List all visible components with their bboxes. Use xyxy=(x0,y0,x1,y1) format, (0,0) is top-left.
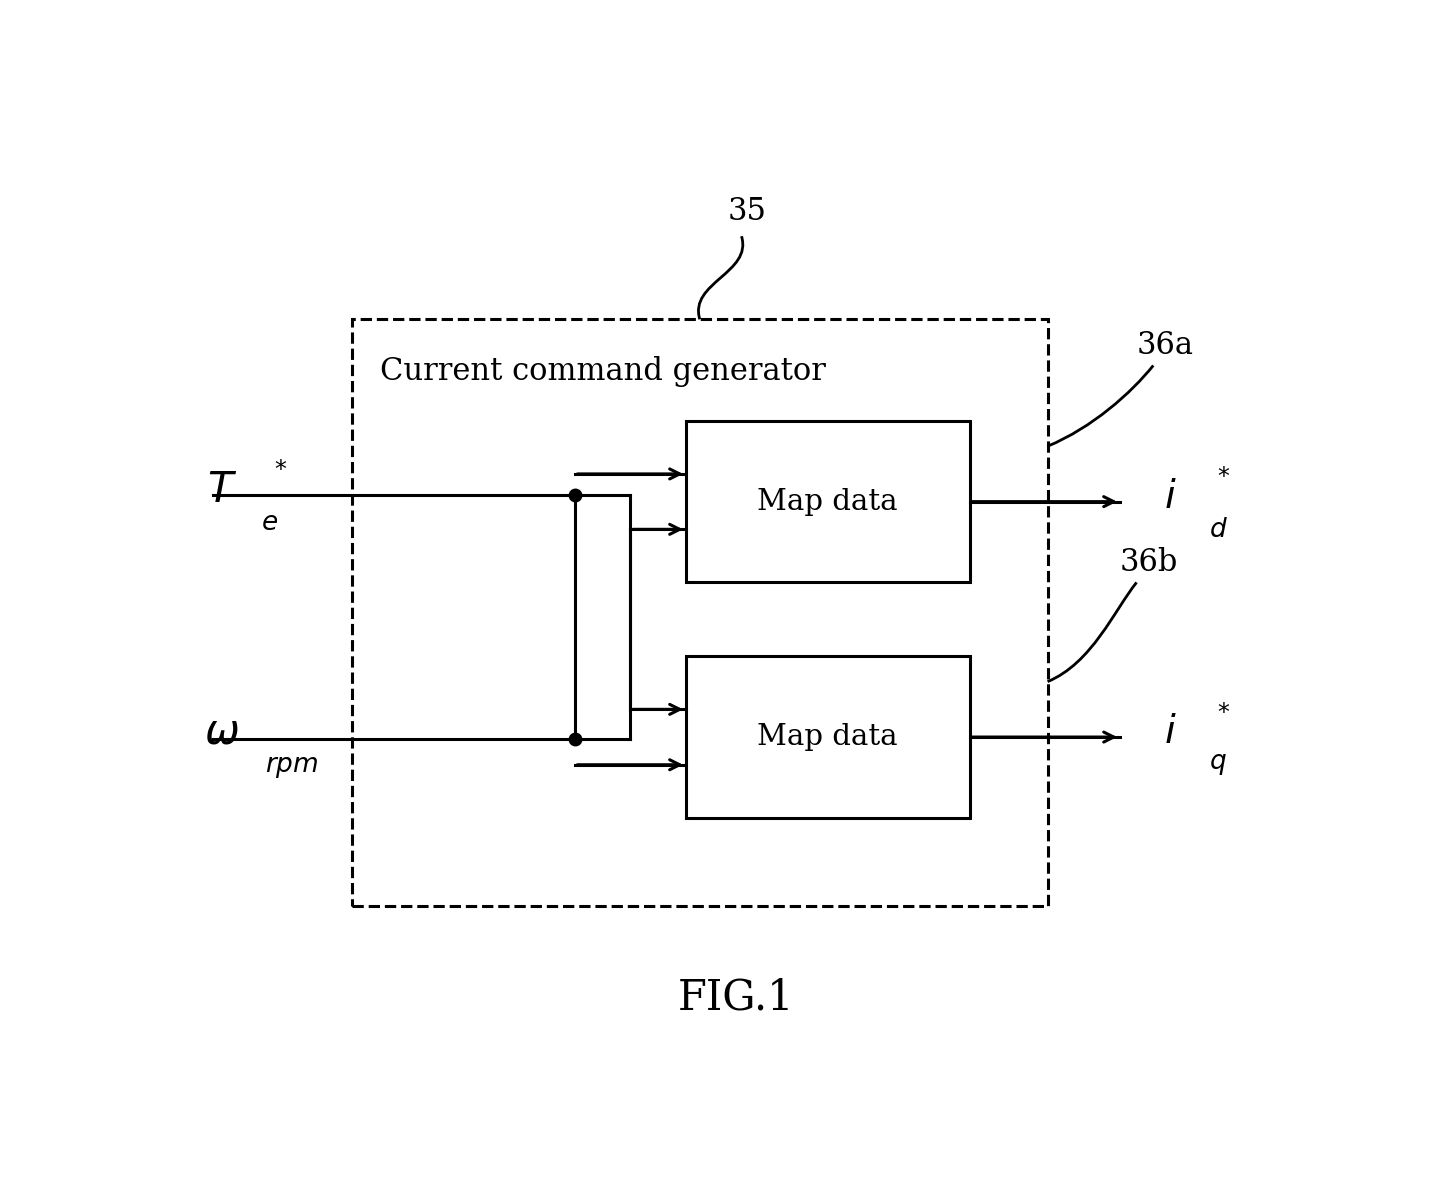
Text: Map data: Map data xyxy=(757,723,898,751)
Text: 36b: 36b xyxy=(1120,547,1179,578)
Text: 35: 35 xyxy=(728,195,767,227)
Text: $i$: $i$ xyxy=(1165,478,1178,516)
Text: $*$: $*$ xyxy=(1216,700,1229,723)
Text: $T$: $T$ xyxy=(207,469,237,511)
Text: $e$: $e$ xyxy=(261,510,277,535)
Bar xyxy=(352,319,1047,905)
Text: $*$: $*$ xyxy=(1216,464,1229,487)
Text: $d$: $d$ xyxy=(1209,517,1228,542)
Bar xyxy=(686,656,969,818)
Text: FIG.1: FIG.1 xyxy=(678,977,794,1019)
Text: $rpm$: $rpm$ xyxy=(266,754,319,779)
Text: $*$: $*$ xyxy=(274,457,287,481)
Text: Current command generator: Current command generator xyxy=(379,356,826,387)
Text: $i$: $i$ xyxy=(1165,713,1178,751)
Bar xyxy=(686,421,969,583)
Text: $\omega$: $\omega$ xyxy=(204,711,238,753)
Text: $q$: $q$ xyxy=(1209,752,1226,777)
Text: 36a: 36a xyxy=(1137,330,1193,361)
Text: Map data: Map data xyxy=(757,488,898,516)
